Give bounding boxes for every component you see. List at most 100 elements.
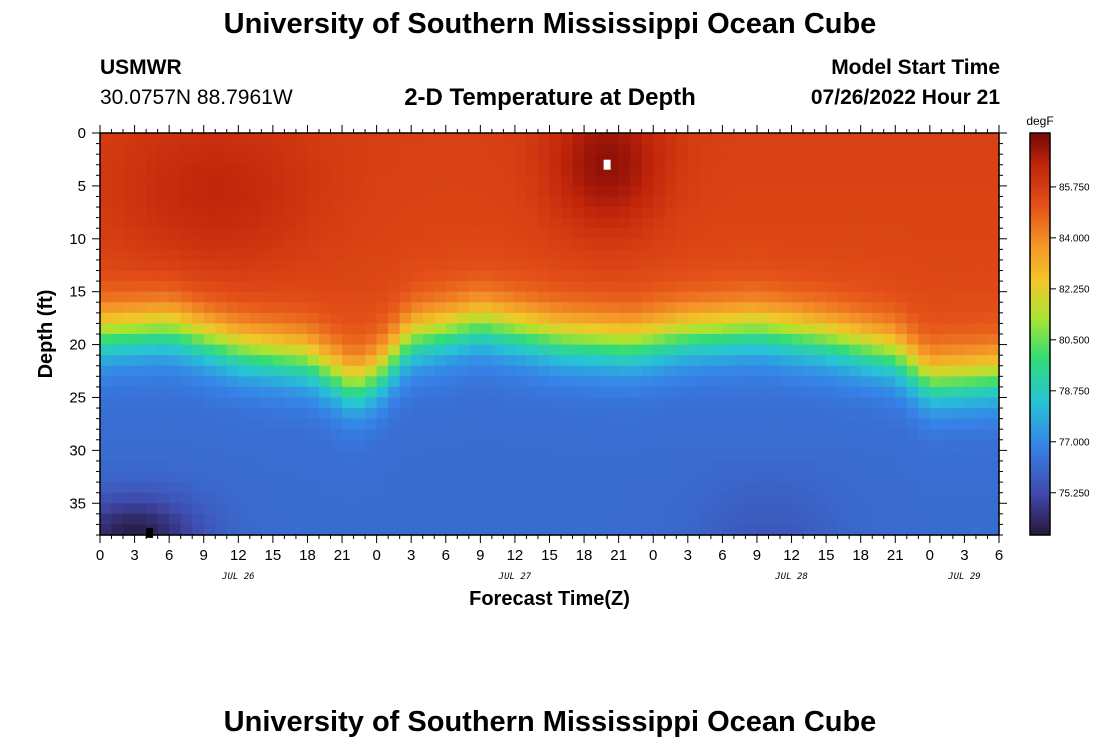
heatmap-cell xyxy=(238,450,251,462)
heatmap-cell xyxy=(826,185,839,198)
heatmap-cell xyxy=(284,513,297,526)
heatmap-cell xyxy=(561,492,574,504)
heatmap-cell xyxy=(872,270,885,282)
heatmap-cell xyxy=(895,418,908,430)
heatmap-cell xyxy=(987,503,1000,515)
heatmap-cell xyxy=(549,492,562,504)
heatmap-cell xyxy=(468,429,481,441)
heatmap-cell xyxy=(457,154,470,166)
heatmap-cell xyxy=(318,270,332,282)
heatmap-cell xyxy=(595,460,608,473)
heatmap-cell xyxy=(203,513,216,526)
heatmap-cell xyxy=(803,291,816,303)
heatmap-cell xyxy=(295,143,309,155)
heatmap-cell xyxy=(238,270,251,282)
heatmap-cell xyxy=(146,513,159,526)
heatmap-cell xyxy=(964,376,977,388)
heatmap-cell xyxy=(756,259,770,272)
heatmap-cell xyxy=(803,408,816,420)
heatmap-cell xyxy=(422,524,435,536)
colorbar-tick-label: 78.750 xyxy=(1059,386,1090,397)
heatmap-cell xyxy=(895,238,908,250)
heatmap-cell xyxy=(952,439,966,451)
heatmap-cell xyxy=(399,312,412,325)
heatmap-cell xyxy=(100,418,113,430)
heatmap-cell xyxy=(307,482,320,494)
heatmap-cell xyxy=(814,439,827,451)
heatmap-cell xyxy=(883,259,896,272)
heatmap-cell xyxy=(318,175,332,187)
heatmap-cell xyxy=(780,344,793,356)
heatmap-cell xyxy=(284,460,297,473)
heatmap-cell xyxy=(791,238,804,250)
heatmap-cell xyxy=(630,439,643,451)
heatmap-cell xyxy=(480,323,493,335)
heatmap-cell xyxy=(146,344,159,356)
heatmap-cell xyxy=(826,323,839,335)
heatmap-cell xyxy=(353,175,366,187)
heatmap-cell xyxy=(134,524,147,536)
heatmap-cell xyxy=(814,217,827,229)
heatmap-cell xyxy=(261,355,274,367)
heatmap-cell xyxy=(561,312,574,325)
heatmap-cell xyxy=(434,249,447,261)
heatmap-cell xyxy=(676,503,689,515)
heatmap-cell xyxy=(975,492,989,504)
heatmap-cell xyxy=(134,154,147,166)
heatmap-cell xyxy=(791,334,804,346)
heatmap-cell xyxy=(561,291,574,303)
x-tick-label: 18 xyxy=(576,547,593,564)
heatmap-cell xyxy=(572,386,585,399)
heatmap-cell xyxy=(653,408,666,420)
heatmap-cell xyxy=(745,270,758,282)
heatmap-cell xyxy=(134,376,147,388)
heatmap-cell xyxy=(987,397,1000,409)
heatmap-cell xyxy=(849,164,862,176)
heatmap-cell xyxy=(123,397,136,409)
heatmap-cell xyxy=(526,365,539,377)
heatmap-cell xyxy=(157,217,170,229)
heatmap-cell xyxy=(918,482,931,494)
heatmap-cell xyxy=(549,164,562,176)
heatmap-cell xyxy=(826,355,839,367)
heatmap-cell xyxy=(295,238,309,250)
heatmap-cell xyxy=(388,228,401,240)
heatmap-cell xyxy=(318,450,332,462)
heatmap-cell xyxy=(284,450,297,462)
heatmap-cell xyxy=(641,312,654,325)
heatmap-cell xyxy=(860,439,873,451)
heatmap-cell xyxy=(630,429,643,441)
heatmap-cell xyxy=(100,217,113,229)
heatmap-cell xyxy=(906,386,919,399)
heatmap-cell xyxy=(261,259,274,272)
heatmap-cell xyxy=(491,344,504,356)
heatmap-cell xyxy=(411,482,424,494)
heatmap-cell xyxy=(365,355,378,367)
heatmap-cell xyxy=(803,281,816,293)
heatmap-cell xyxy=(342,143,355,155)
heatmap-cell xyxy=(595,185,608,198)
heatmap-cell xyxy=(468,376,481,388)
heatmap-cell xyxy=(849,228,862,240)
heatmap-cell xyxy=(295,450,309,462)
heatmap-cell xyxy=(768,249,781,261)
heatmap-cell xyxy=(215,365,228,377)
heatmap-cell xyxy=(365,323,378,335)
heatmap-cell xyxy=(710,228,723,240)
heatmap-cell xyxy=(780,217,793,229)
heatmap-cell xyxy=(756,524,770,536)
heatmap-cell xyxy=(710,196,723,208)
heatmap-cell xyxy=(157,133,170,145)
heatmap-cell xyxy=(146,302,159,314)
heatmap-cell xyxy=(226,365,239,377)
heatmap-cell xyxy=(826,429,839,441)
heatmap-cell xyxy=(295,408,309,420)
heatmap-cell xyxy=(607,365,620,377)
heatmap-cell xyxy=(365,185,378,198)
heatmap-cell xyxy=(826,408,839,420)
heatmap-cell xyxy=(883,175,896,187)
heatmap-cell xyxy=(607,355,620,367)
heatmap-cell xyxy=(561,355,574,367)
heatmap-cell xyxy=(952,133,966,145)
heatmap-cell xyxy=(526,355,539,367)
